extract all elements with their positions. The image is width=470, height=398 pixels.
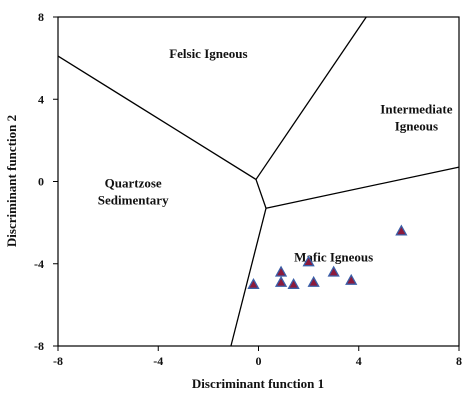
data-point-4 <box>287 277 300 289</box>
y-tick-label: -8 <box>34 339 44 353</box>
boundary-line-2 <box>255 16 367 180</box>
data-point-3 <box>274 275 288 287</box>
data-point-7 <box>327 265 340 277</box>
boundary-line-4 <box>265 166 460 209</box>
region-label: Quartzose Sedimentary <box>98 176 169 208</box>
y-axis-title: Discriminant function 2 <box>4 115 19 247</box>
region-labels: Felsic Igneous Intermediate Igneous Quartzo… <box>98 46 453 265</box>
x-tick-label: 0 <box>256 354 262 368</box>
y-tick-label: 0 <box>38 175 44 189</box>
data-point-8 <box>345 273 358 285</box>
data-point-6 <box>307 275 320 287</box>
x-tick-label: -4 <box>153 354 163 368</box>
x-tick-label: -8 <box>53 354 63 368</box>
region-label: Felsic Igneous <box>169 46 247 61</box>
y-tick-label: 8 <box>38 10 44 24</box>
y-tick-label: 4 <box>38 92 44 106</box>
y-axis-ticks: -8 -4 0 4 8 <box>34 10 58 353</box>
boundary-line-1 <box>57 55 257 180</box>
data-points <box>247 224 408 289</box>
data-point-9 <box>395 224 408 236</box>
x-tick-label: 4 <box>356 354 362 368</box>
boundary-line-5 <box>230 208 267 347</box>
x-axis-title: Discriminant function 1 <box>192 376 324 391</box>
region-boundaries <box>57 16 460 347</box>
x-axis-ticks: -8 -4 0 4 8 <box>53 346 462 368</box>
data-point-1 <box>247 277 260 289</box>
boundary-line-3 <box>255 179 267 209</box>
x-tick-label: 8 <box>456 354 462 368</box>
region-label: Mafic Igneous <box>294 250 373 265</box>
data-point-5 <box>302 255 315 267</box>
region-label: Intermediate Igneous <box>380 102 452 134</box>
y-tick-label: -4 <box>34 257 44 271</box>
